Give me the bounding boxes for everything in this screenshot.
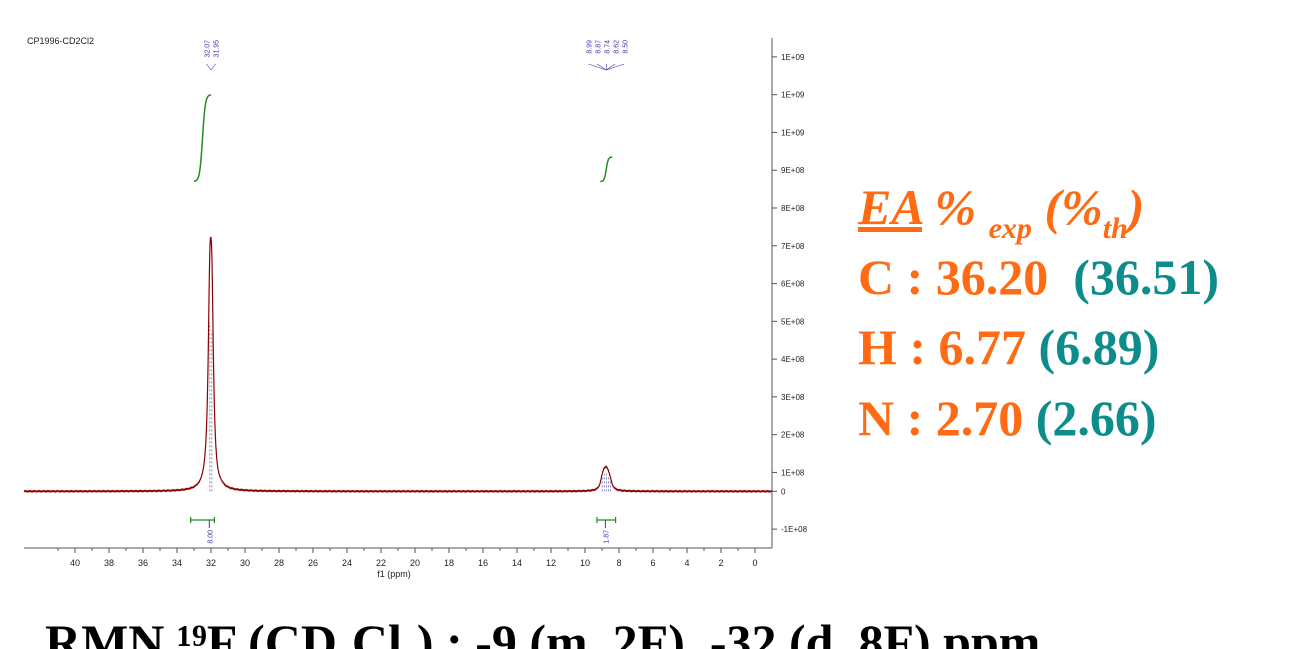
x-tick-label: 0 <box>752 558 757 568</box>
x-axis-label: f1 (ppm) <box>377 569 411 579</box>
x-tick-label: 32 <box>206 558 216 568</box>
x-tick-label: 12 <box>546 558 556 568</box>
y-tick-label: 8E+08 <box>781 204 805 213</box>
y-tick-label: 6E+08 <box>781 280 805 289</box>
x-tick-label: 26 <box>308 558 318 568</box>
peak-label: 8.99 <box>586 40 593 54</box>
peak-labels: 32.07 31.95 8.99 8.87 8.74 8.62 8.50 <box>205 40 629 71</box>
ea-nitrogen-experimental: N : 2.70 <box>858 390 1024 446</box>
x-tick-label: 22 <box>376 558 386 568</box>
integral-curve <box>193 94 212 183</box>
peak-label-leader <box>206 63 212 71</box>
y-tick-label: 2E+08 <box>781 431 805 440</box>
ea-row-carbon: C : 36.20 (36.51) <box>858 248 1219 306</box>
y-axis: 1E+09 1E+09 1E+09 9E+08 8E+08 7E+08 6E+08 5E+08… <box>772 53 808 534</box>
x-tick-label: 30 <box>240 558 250 568</box>
ea-hydrogen-theoretical: (6.89) <box>1038 319 1160 375</box>
ea-nitrogen-theoretical: (2.66) <box>1035 390 1157 446</box>
peak-label-leader <box>588 63 607 71</box>
ea-title-percent: % <box>921 179 989 235</box>
x-tick-label: 4 <box>684 558 689 568</box>
x-tick-label: 40 <box>70 558 80 568</box>
x-tick-label: 18 <box>444 558 454 568</box>
x-tick-label: 6 <box>650 558 655 568</box>
ea-carbon-experimental: C : 36.20 <box>858 249 1049 305</box>
x-tick-label: 28 <box>274 558 284 568</box>
y-tick-label: 5E+08 <box>781 317 805 326</box>
elemental-analysis-title: EA % exp (%th) <box>858 178 1144 246</box>
y-tick-label: 0 <box>781 487 786 496</box>
x-tick-label: 16 <box>478 558 488 568</box>
spectrum-line <box>23 236 773 494</box>
peak-label: 8.74 <box>604 40 611 54</box>
x-tick-label: 2 <box>718 558 723 568</box>
y-tick-label: -1E+08 <box>781 525 808 534</box>
y-tick-label: 9E+08 <box>781 166 805 175</box>
peak-label: 8.87 <box>595 40 602 54</box>
ea-title-open: (% <box>1031 179 1103 235</box>
y-tick-label: 1E+09 <box>781 128 805 137</box>
peak-label: 8.50 <box>622 40 629 54</box>
y-tick-label: 1E+09 <box>781 53 805 62</box>
x-tick-label: 20 <box>410 558 420 568</box>
integral-value: 8.00 <box>207 530 214 544</box>
peak-label-leader <box>606 63 616 71</box>
ea-title-th: th <box>1102 212 1128 245</box>
nmr-spectrum-chart: CP1996-CD2Cl2 40 38 36 34 32 30 28 26 24 22 20 18 16… <box>23 36 808 579</box>
y-tick-label: 7E+08 <box>781 242 805 251</box>
nmr-19f-caption: RMN ¹⁹F (CD₂Cl₂) : -9 (m, 2F), -32 (d, 8… <box>45 603 1312 649</box>
integral-labels: 8.00 1.87 <box>190 517 617 544</box>
x-tick-label: 10 <box>580 558 590 568</box>
x-tick-label: 34 <box>172 558 182 568</box>
peak-label-leader <box>210 63 216 71</box>
x-axis: 40 38 36 34 32 30 28 26 24 22 20 18 16 14 12 10 8 6 4 2 0 <box>57 548 758 568</box>
y-tick-label: 4E+08 <box>781 355 805 364</box>
ea-row-hydrogen: H : 6.77 (6.89) <box>858 318 1159 376</box>
x-tick-label: 8 <box>616 558 621 568</box>
integral-curve <box>600 156 613 183</box>
spectrum-trace <box>23 236 773 494</box>
ea-row-nitrogen: N : 2.70 (2.66) <box>858 389 1157 447</box>
nmr-19f-caption-text: RMN ¹⁹F (CD₂Cl₂) : -9 (m, 2F), -32 (d, 8… <box>45 614 1041 649</box>
peak-label: 32.07 <box>205 40 212 58</box>
y-tick-label: 1E+09 <box>781 91 805 100</box>
ea-title-close: ) <box>1127 179 1145 235</box>
x-tick-label: 14 <box>512 558 522 568</box>
x-tick-label: 24 <box>342 558 352 568</box>
x-tick-label: 36 <box>138 558 148 568</box>
integral-value: 1.87 <box>603 530 610 544</box>
peak-label-leader <box>606 63 625 71</box>
peak-label: 31.95 <box>214 40 221 58</box>
peak-label-leader <box>597 63 607 71</box>
y-tick-label: 1E+08 <box>781 468 805 477</box>
chart-title: CP1996-CD2Cl2 <box>27 36 94 46</box>
ea-title-exp: exp <box>988 212 1032 245</box>
ea-title-prefix: EA <box>858 179 922 235</box>
x-tick-label: 38 <box>104 558 114 568</box>
peak-label: 8.62 <box>613 40 620 54</box>
ea-hydrogen-experimental: H : 6.77 <box>858 319 1027 375</box>
y-tick-label: 3E+08 <box>781 393 805 402</box>
ea-carbon-theoretical: (36.51) <box>1073 249 1220 305</box>
integral-curves <box>193 94 613 183</box>
